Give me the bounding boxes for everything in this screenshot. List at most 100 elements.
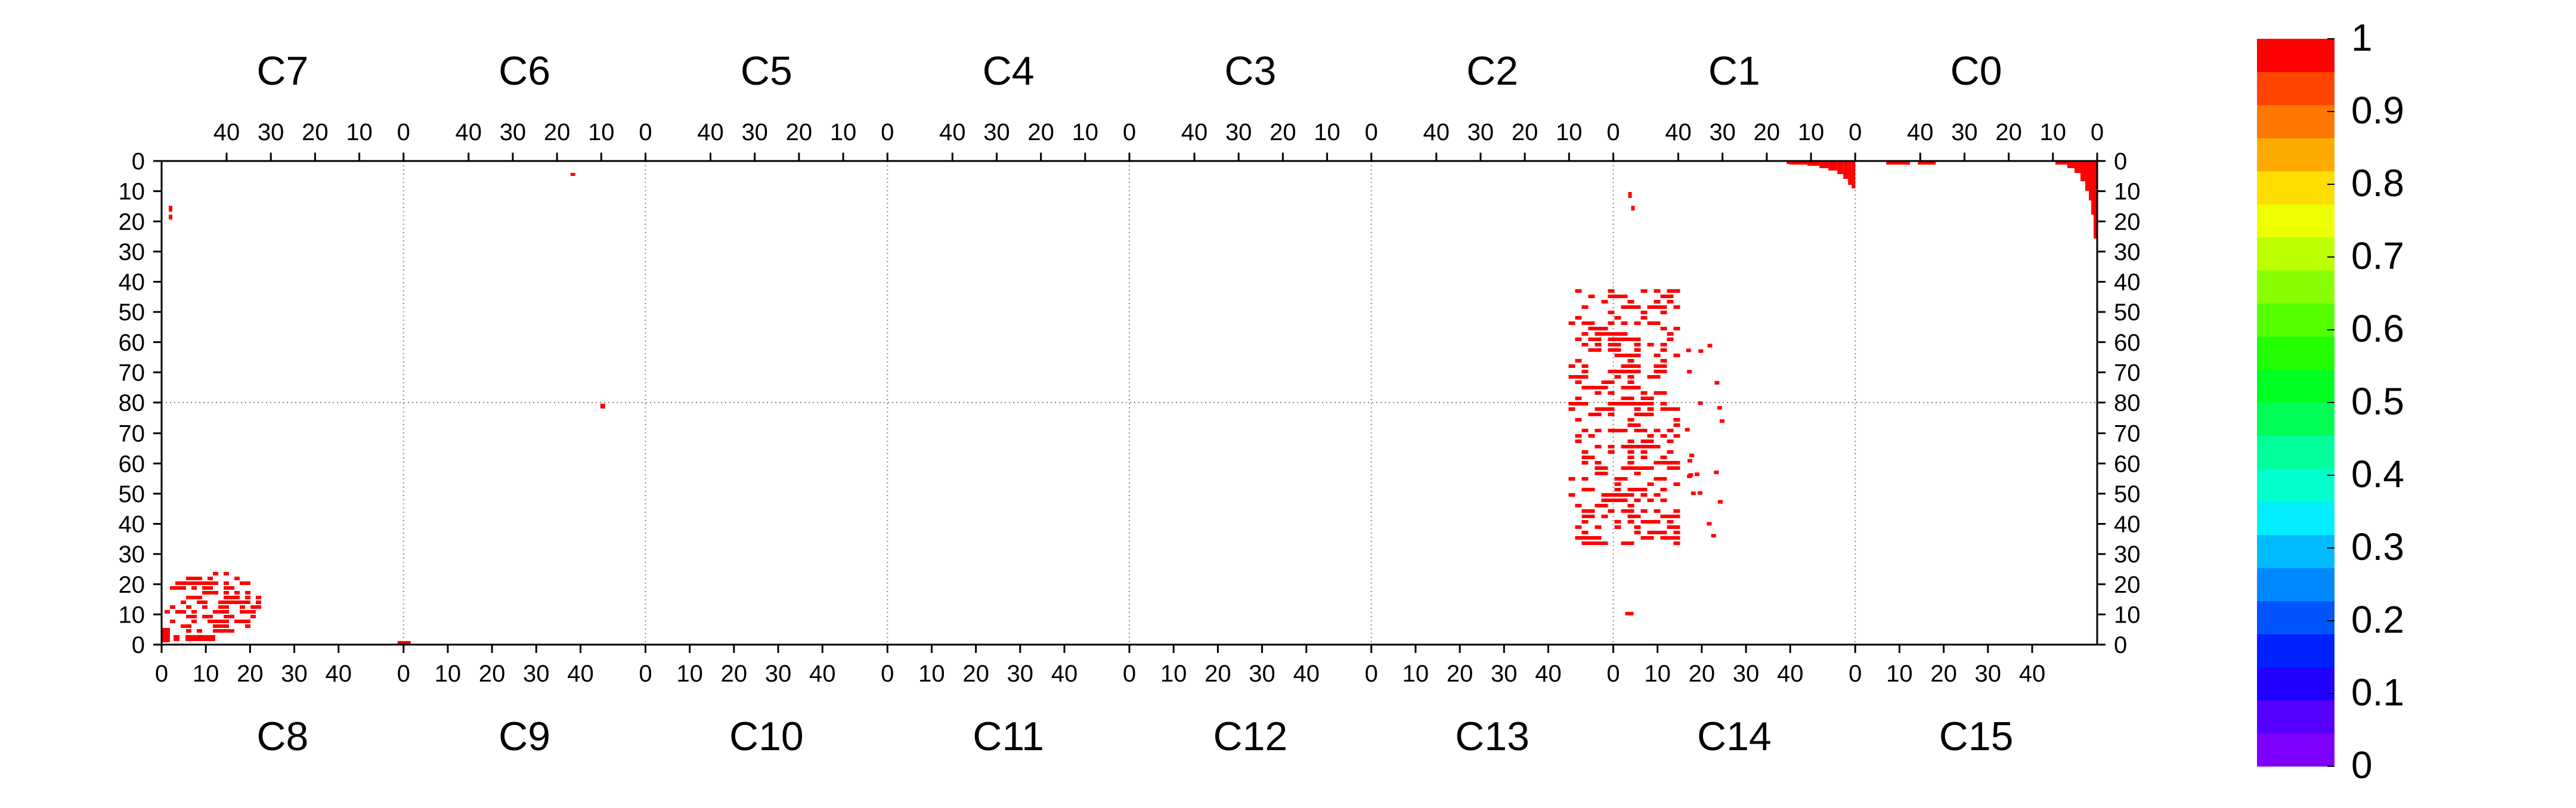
hit-pixel bbox=[1614, 482, 1621, 486]
bottom-axis-tick-label: 10 bbox=[1886, 661, 1913, 687]
hit-pixel bbox=[1627, 354, 1634, 357]
hit-pixel bbox=[1594, 407, 1602, 411]
hit-pixel bbox=[1807, 161, 1820, 166]
hit-pixel bbox=[1667, 429, 1674, 432]
bottom-axis-tick-label: 10 bbox=[918, 661, 945, 687]
top-axis-tick-label: 0 bbox=[1849, 119, 1862, 145]
hit-pixel bbox=[186, 629, 191, 633]
hit-pixel bbox=[1575, 380, 1582, 384]
hit-pixel bbox=[1828, 161, 1838, 171]
hit-pixel bbox=[202, 581, 208, 585]
hit-pixel bbox=[1667, 536, 1674, 540]
hit-pixel bbox=[1688, 473, 1693, 477]
left-axis-tick-label: 40 bbox=[119, 512, 145, 538]
hit-pixel bbox=[1608, 338, 1615, 341]
hit-pixel bbox=[218, 605, 224, 609]
hit-pixel bbox=[1614, 493, 1621, 497]
left-axis-tick-label: 50 bbox=[119, 299, 145, 326]
hit-pixel bbox=[1614, 348, 1621, 352]
hit-pixel bbox=[186, 581, 191, 585]
hit-pixel bbox=[1660, 359, 1667, 363]
colorbar-tick-label: 0.6 bbox=[2351, 307, 2404, 350]
chip-label-bottom: C13 bbox=[1455, 714, 1530, 759]
hit-pixel bbox=[1601, 504, 1608, 507]
hit-pixel bbox=[213, 591, 218, 595]
top-axis-tick-label: 0 bbox=[2091, 119, 2104, 145]
colorbar-segment bbox=[2257, 336, 2334, 370]
hit-pixel bbox=[191, 596, 197, 599]
hit-pixel bbox=[224, 581, 229, 585]
hit-pixel bbox=[1647, 375, 1654, 379]
colorbar-tick-label: 0.2 bbox=[2351, 598, 2404, 641]
bottom-axis-tick-label: 20 bbox=[1447, 661, 1473, 687]
hit-pixel bbox=[1621, 541, 1628, 545]
hit-pixel bbox=[229, 615, 234, 618]
hit-pixel bbox=[1575, 289, 1582, 293]
hit-pixel bbox=[1654, 520, 1661, 524]
hit-pixel bbox=[1660, 343, 1667, 346]
hit-pixel bbox=[1594, 504, 1602, 507]
hit-pixel bbox=[1627, 375, 1634, 379]
hit-pixel bbox=[181, 624, 186, 628]
hit-pixel bbox=[181, 581, 186, 585]
top-axis-tick-label: 40 bbox=[1181, 119, 1208, 145]
hit-pixel bbox=[1634, 343, 1641, 346]
hit-pixel bbox=[218, 610, 224, 614]
hit-pixel bbox=[191, 635, 197, 641]
hit-pixel bbox=[1673, 536, 1680, 540]
hit-pixel bbox=[1654, 300, 1661, 304]
top-axis-tick-label: 10 bbox=[1314, 119, 1340, 145]
colorbar-segment bbox=[2257, 468, 2334, 502]
hit-pixel bbox=[1581, 461, 1589, 465]
hit-pixel bbox=[250, 605, 256, 609]
colorbar-tick-label: 0.8 bbox=[2351, 162, 2404, 205]
right-axis-tick-label: 60 bbox=[2114, 330, 2141, 356]
hit-pixel bbox=[1594, 525, 1602, 529]
hit-pixel bbox=[185, 635, 191, 641]
hit-pixel bbox=[1608, 429, 1615, 432]
hit-pixel bbox=[1647, 397, 1654, 400]
hit-pixel bbox=[1608, 348, 1615, 352]
hit-pixel bbox=[256, 600, 261, 604]
colorbar-segment bbox=[2257, 39, 2334, 72]
hit-pixel bbox=[1698, 349, 1704, 353]
hit-pixel bbox=[191, 610, 197, 614]
hit-pixel bbox=[1594, 327, 1602, 330]
bottom-axis-tick-label: 30 bbox=[1007, 661, 1034, 687]
hit-pixel bbox=[1660, 305, 1667, 309]
hit-pixel bbox=[1634, 429, 1641, 432]
hit-pixel bbox=[170, 620, 175, 623]
top-axis-tick-label: 0 bbox=[1123, 119, 1136, 145]
hit-pixel bbox=[218, 620, 224, 623]
bottom-axis-tick-label: 0 bbox=[1849, 661, 1862, 687]
hit-pixel bbox=[1575, 397, 1582, 400]
right-axis-tick-label: 10 bbox=[2114, 179, 2141, 205]
hit-pixel bbox=[1614, 477, 1621, 481]
hit-pixel bbox=[1621, 493, 1628, 497]
hit-pixel bbox=[1654, 305, 1661, 309]
colorbar-tick-label: 0.1 bbox=[2351, 671, 2404, 714]
colorbar-tick-label: 0.7 bbox=[2351, 234, 2404, 277]
bottom-axis-tick-label: 20 bbox=[962, 661, 989, 687]
hit-pixel bbox=[240, 581, 245, 585]
hit-pixel bbox=[1640, 429, 1648, 432]
top-axis-tick-label: 40 bbox=[456, 119, 482, 145]
hit-pixel bbox=[1575, 525, 1582, 529]
hit-pixel bbox=[1667, 520, 1674, 524]
hit-pixel bbox=[1601, 541, 1608, 545]
hit-pixel bbox=[1634, 402, 1641, 405]
chip-label-bottom: C10 bbox=[729, 714, 804, 759]
top-axis-tick-label: 30 bbox=[983, 119, 1010, 145]
hit-pixel bbox=[218, 629, 224, 633]
right-axis-tick-label: 20 bbox=[2114, 209, 2141, 235]
hit-pixel bbox=[1608, 413, 1615, 416]
hit-pixel bbox=[1608, 391, 1615, 395]
left-axis-tick-label: 50 bbox=[119, 481, 145, 507]
chip-label-bottom: C11 bbox=[973, 714, 1044, 759]
chip-label-top: C1 bbox=[1708, 48, 1760, 94]
bottom-axis-tick-label: 40 bbox=[567, 661, 594, 687]
hit-pixel bbox=[1673, 541, 1680, 545]
chip-label-top: C5 bbox=[741, 48, 792, 94]
hit-pixel bbox=[1714, 380, 1720, 385]
hit-pixel bbox=[1568, 493, 1575, 497]
